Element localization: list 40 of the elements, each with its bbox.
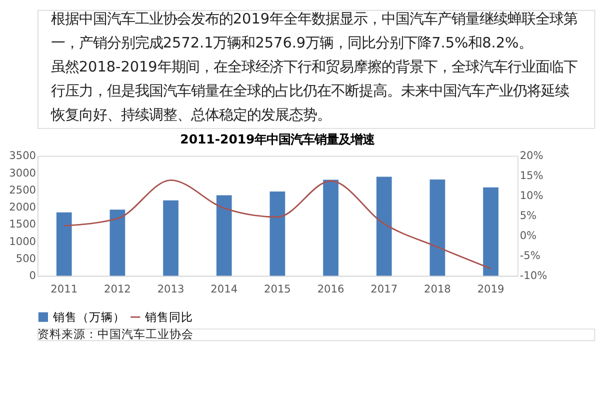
x-tick-label: 2015: [264, 284, 291, 296]
bar: [376, 176, 392, 276]
x-tick-label: 2014: [210, 284, 238, 296]
y2-tick-label: 10%: [520, 190, 544, 202]
bar: [270, 191, 286, 276]
text: 虽然2018-2019年期间，在全球经济下行和贸易摩擦的背景下，全球汽车行业面临下行压力，但是我国汽车销量在全球的占比仍在不断提高。未来中国汽车产业仍将延续恢复向好、持续调整、总体稳定的发展态势。: [50, 59, 578, 124]
bar: [56, 212, 72, 276]
y2-tick-label: 20%: [520, 150, 544, 162]
y-tick-label: 3000: [9, 167, 36, 180]
y-tick-label: 0: [29, 270, 36, 282]
y2-tick-label: -5%: [520, 250, 540, 262]
x-tick-label: 2017: [370, 284, 398, 296]
y-tick-label: 2000: [9, 202, 36, 214]
x-tick-label: 2012: [104, 284, 131, 296]
x-tick-label: 2019: [477, 284, 504, 296]
y-tick-label: 500: [16, 253, 36, 266]
y2-tick-label: 0%: [520, 230, 537, 242]
bar: [216, 195, 232, 276]
bar: [323, 180, 338, 276]
y-tick-label: 3500: [9, 150, 36, 162]
x-tick-label: 2016: [317, 284, 344, 296]
y-tick-label: 2500: [9, 184, 36, 196]
y-tick-label: 1500: [9, 218, 36, 231]
text: 资料来源：中国汽车工业协会: [37, 327, 194, 342]
x-tick-label: 2011: [50, 284, 78, 296]
chart-title: 2011-2019年中国汽车销量及增速: [180, 131, 376, 146]
bar: [483, 187, 498, 276]
x-tick-label: 2018: [424, 284, 451, 296]
x-tick-label: 2013: [157, 284, 184, 296]
y2-tick-label: -10%: [520, 270, 548, 282]
legend-label: 销售同比: [144, 310, 193, 324]
line-series: [63, 179, 492, 270]
bar: [110, 210, 126, 276]
y2-tick-label: 5%: [520, 210, 537, 222]
y-tick-label: 1000: [9, 236, 36, 248]
legend-label: 销售（万辆）: [52, 310, 125, 324]
y2-tick-label: 15%: [520, 170, 544, 182]
text: 根据中国汽车工业协会发布的2019年全年数据显示，中国汽车产销量继续蝉联全球第一，产销分别完成2572.1万辆和2576.9万辆，同比分别下降7.5%和8.2%。: [50, 11, 578, 52]
bar: [163, 200, 178, 276]
bar: [430, 179, 446, 276]
